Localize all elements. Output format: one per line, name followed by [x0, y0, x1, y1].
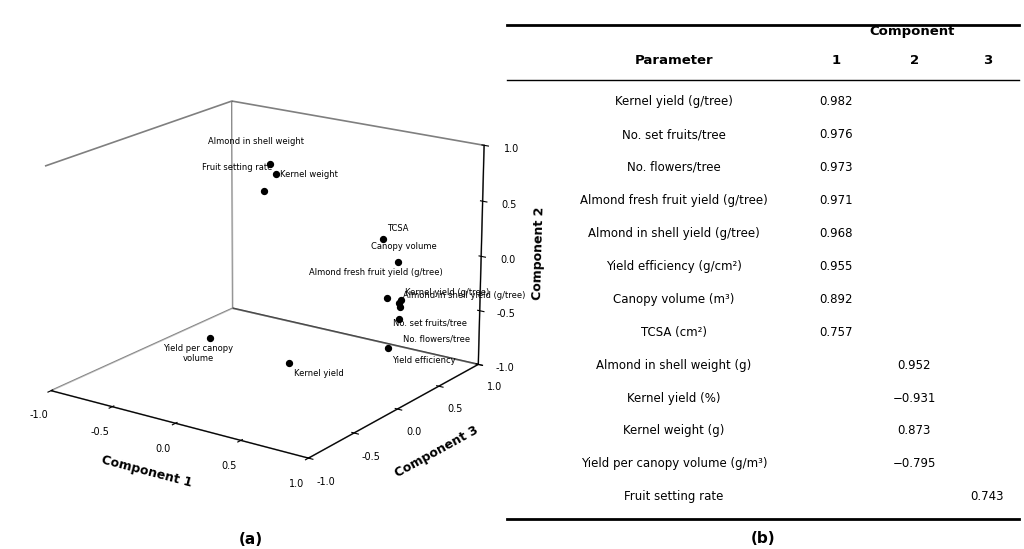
- Text: Fruit setting rate: Fruit setting rate: [625, 490, 724, 503]
- Text: −0.931: −0.931: [893, 391, 936, 405]
- Text: Component: Component: [869, 25, 954, 38]
- Text: Kernel yield (%): Kernel yield (%): [628, 391, 721, 405]
- Text: 0.892: 0.892: [819, 293, 853, 306]
- Text: 3: 3: [983, 54, 992, 67]
- Text: 0.973: 0.973: [819, 161, 853, 174]
- Text: Almond fresh fruit yield (g/tree): Almond fresh fruit yield (g/tree): [581, 194, 768, 207]
- Text: 2: 2: [909, 54, 919, 67]
- Text: Yield efficiency (g/cm²): Yield efficiency (g/cm²): [606, 260, 742, 273]
- Text: −0.795: −0.795: [893, 457, 936, 470]
- Text: 0.976: 0.976: [819, 128, 853, 141]
- Y-axis label: Component 3: Component 3: [393, 424, 481, 480]
- Text: 1: 1: [831, 54, 841, 67]
- Text: 0.743: 0.743: [971, 490, 1005, 503]
- Text: Almond in shell yield (g/tree): Almond in shell yield (g/tree): [588, 227, 760, 240]
- Text: Parameter: Parameter: [635, 54, 714, 67]
- Text: (a): (a): [239, 531, 263, 546]
- Text: No. set fruits/tree: No. set fruits/tree: [623, 128, 726, 141]
- Text: 0.968: 0.968: [819, 227, 853, 240]
- Text: TCSA (cm²): TCSA (cm²): [641, 326, 708, 339]
- Text: Kernel weight (g): Kernel weight (g): [624, 424, 725, 438]
- Text: Almond in shell weight (g): Almond in shell weight (g): [596, 358, 752, 372]
- X-axis label: Component 1: Component 1: [100, 453, 194, 490]
- Text: Yield per canopy volume (g/m³): Yield per canopy volume (g/m³): [581, 457, 767, 470]
- Text: 0.952: 0.952: [898, 358, 931, 372]
- Text: 0.982: 0.982: [819, 95, 853, 108]
- Text: 0.873: 0.873: [898, 424, 931, 438]
- Text: (b): (b): [751, 530, 775, 546]
- Text: No. flowers/tree: No. flowers/tree: [628, 161, 721, 174]
- Text: 0.955: 0.955: [819, 260, 853, 273]
- Text: Canopy volume (m³): Canopy volume (m³): [613, 293, 735, 306]
- Text: 0.757: 0.757: [819, 326, 853, 339]
- Text: Kernel yield (g/tree): Kernel yield (g/tree): [615, 95, 733, 108]
- Text: 0.971: 0.971: [819, 194, 853, 207]
